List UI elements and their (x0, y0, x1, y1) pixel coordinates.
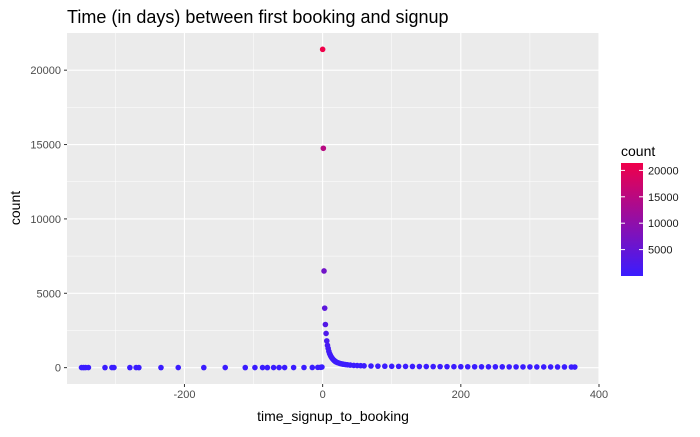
data-point (111, 364, 117, 371)
data-point (175, 364, 182, 371)
y-axis: 0 5000 10000 15000 20000 (30, 65, 67, 375)
data-point (281, 364, 288, 371)
data-point (382, 363, 388, 370)
data-point (527, 364, 533, 370)
data-point (85, 364, 92, 371)
data-point (572, 364, 578, 370)
data-point (492, 364, 499, 370)
data-point (471, 363, 478, 370)
data-point (513, 364, 519, 370)
legend-tick-label: 15000 (648, 192, 679, 204)
y-tick-label: 10000 (30, 214, 61, 226)
data-point (368, 363, 374, 369)
data-point (375, 363, 381, 369)
data-point (388, 363, 395, 370)
data-point (323, 338, 330, 344)
data-point (402, 363, 409, 370)
x-tick-label: 0 (320, 389, 326, 401)
data-point (478, 364, 485, 370)
legend-colorbar (621, 163, 643, 276)
data-point (561, 364, 568, 370)
data-point (547, 364, 554, 370)
data-point (423, 363, 430, 370)
data-point (222, 364, 229, 371)
data-point (416, 363, 423, 370)
data-point (136, 364, 142, 371)
data-point (361, 363, 367, 369)
legend-tick-label: 10000 (648, 218, 679, 230)
data-point (554, 364, 561, 370)
data-point (309, 364, 316, 371)
data-point (264, 364, 271, 371)
data-point (320, 145, 327, 152)
data-point (322, 321, 329, 328)
legend-ticks: 5000 10000 15000 20000 (621, 165, 679, 257)
data-points (78, 46, 578, 371)
data-point (270, 364, 277, 371)
legend-title: count (621, 143, 655, 159)
data-point (252, 364, 258, 371)
chart-title: Time (in days) between first booking and… (67, 7, 449, 27)
y-axis-label: count (7, 191, 23, 225)
data-point (395, 363, 402, 370)
data-point (319, 46, 326, 53)
y-tick-label: 15000 (30, 140, 61, 152)
legend-tick-label: 20000 (648, 165, 679, 177)
y-tick-label: 0 (55, 363, 61, 375)
data-point (242, 364, 249, 371)
data-point (458, 363, 464, 370)
y-tick-label: 20000 (30, 65, 61, 77)
data-point (437, 363, 443, 370)
legend-tick-label: 5000 (648, 245, 672, 257)
data-point (520, 364, 526, 370)
data-point (451, 363, 457, 370)
x-tick-label: 200 (452, 389, 470, 401)
data-point (464, 363, 471, 370)
data-point (430, 363, 436, 370)
data-point (321, 305, 328, 311)
data-point (301, 364, 307, 371)
data-point (506, 364, 512, 370)
x-axis-label: time_signup_to_booking (257, 408, 409, 424)
data-point (102, 364, 108, 371)
data-point (534, 364, 540, 370)
data-point (201, 364, 207, 371)
data-point (127, 364, 133, 371)
plot-panel (67, 33, 599, 384)
y-tick-label: 5000 (37, 288, 61, 300)
x-tick-label: 400 (590, 389, 608, 401)
data-point (323, 330, 329, 337)
data-point (259, 364, 266, 371)
data-point (540, 364, 547, 370)
data-point (321, 268, 327, 274)
minor-gridlines (67, 33, 599, 384)
data-point (290, 364, 297, 371)
data-point (319, 364, 325, 370)
color-legend: count 5000 10000 15000 20000 (621, 143, 679, 276)
data-point (158, 364, 164, 371)
data-point (409, 363, 416, 370)
x-tick-label: -200 (173, 389, 195, 401)
data-point (444, 363, 450, 370)
x-axis: -200 0 200 400 (173, 384, 608, 401)
data-point (276, 364, 282, 371)
data-point (499, 364, 506, 370)
data-point (485, 364, 492, 370)
